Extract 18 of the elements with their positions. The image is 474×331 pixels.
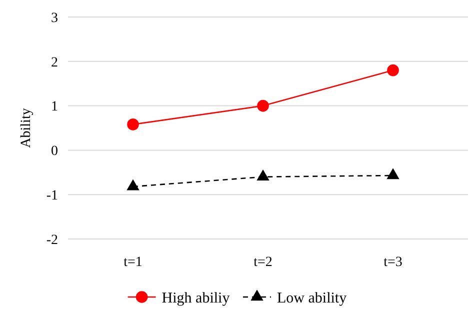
legend-label: Low ability [277, 290, 348, 306]
point [386, 168, 400, 180]
point [127, 118, 139, 130]
point [126, 179, 140, 190]
y-tick-label: 2 [51, 55, 58, 70]
x-tick-label: t=1 [124, 255, 142, 270]
y-tick-label: 0 [51, 144, 58, 160]
y-tick-label: 1 [51, 100, 58, 115]
x-tick-label: t=3 [384, 255, 402, 270]
legend-label: High abiliy [162, 290, 230, 306]
y-tick-label: -1 [46, 188, 58, 204]
point [387, 64, 399, 76]
y-tick-label: -2 [46, 232, 58, 248]
y-axis-title: Ability [19, 108, 34, 148]
x-tick-label: t=2 [254, 255, 272, 270]
point [256, 170, 270, 181]
y-tick-label: 3 [51, 10, 58, 26]
point [257, 100, 269, 112]
